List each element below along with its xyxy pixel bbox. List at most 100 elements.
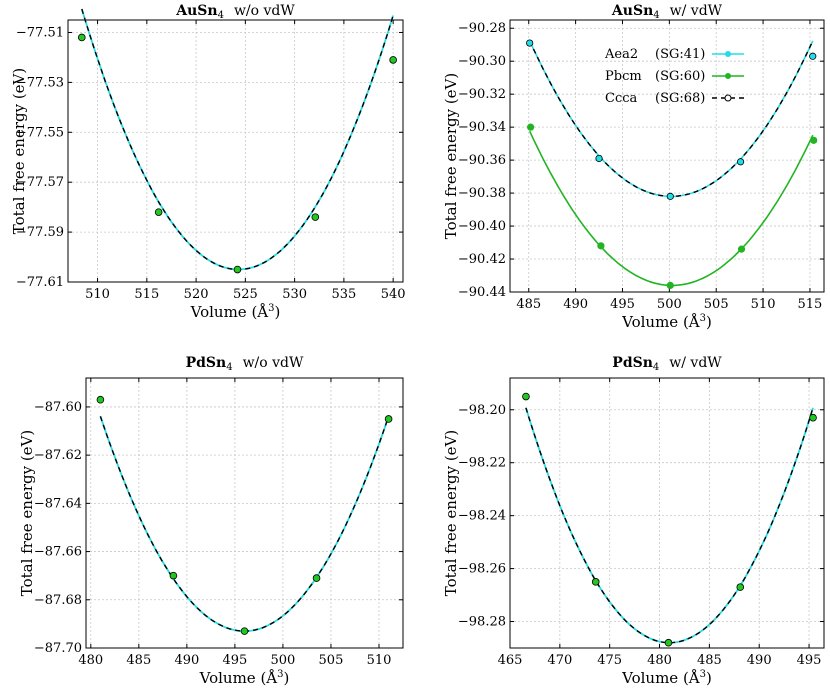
legend-swatch-marker bbox=[724, 94, 732, 102]
series-line-dashed bbox=[99, 416, 390, 632]
data-point bbox=[595, 154, 603, 163]
y-tick-label: −87.68 bbox=[34, 593, 82, 608]
legend-label: Aea2 bbox=[604, 47, 638, 62]
data-point bbox=[233, 265, 242, 274]
y-tick-label: −98.24 bbox=[458, 509, 506, 524]
x-tick-label: 480 bbox=[647, 653, 672, 668]
x-axis-label: Volume (Å3) bbox=[199, 669, 290, 687]
y-tick-label: −77.57 bbox=[16, 175, 64, 190]
data-point bbox=[96, 395, 105, 404]
data-point bbox=[384, 415, 393, 423]
x-tick-label: 490 bbox=[563, 297, 588, 312]
x-tick-label: 490 bbox=[174, 653, 199, 668]
legend-label: Ccca bbox=[605, 91, 638, 106]
y-tick-label: −90.30 bbox=[458, 54, 506, 69]
x-tick-label: 470 bbox=[547, 653, 572, 668]
legend-label: Pbcm bbox=[605, 69, 642, 84]
series-line-dashed bbox=[525, 407, 814, 644]
data-point bbox=[154, 208, 163, 216]
y-tick-label: −90.34 bbox=[458, 120, 506, 135]
y-tick-label: −90.38 bbox=[458, 186, 506, 201]
x-tick-label: 495 bbox=[610, 297, 635, 312]
y-tick-label: −77.51 bbox=[16, 25, 64, 40]
series-line-cyan bbox=[80, 8, 394, 271]
data-point bbox=[522, 392, 530, 401]
y-tick-label: −98.26 bbox=[458, 562, 506, 577]
y-tick-label: −77.55 bbox=[16, 125, 64, 140]
x-tick-label: 495 bbox=[797, 653, 822, 668]
data-point bbox=[666, 281, 674, 290]
x-tick-label: 525 bbox=[233, 287, 258, 302]
chart-title: PdSn4 w/o vdW bbox=[186, 355, 304, 373]
y-tick-label: −77.59 bbox=[16, 225, 64, 240]
y-axis-label: Total free energy (eV) bbox=[10, 68, 28, 235]
data-point bbox=[809, 413, 817, 422]
series-line-cyan bbox=[99, 416, 390, 633]
x-axis-label: Volume (Å3) bbox=[621, 313, 712, 331]
y-tick-label: −98.28 bbox=[458, 615, 506, 630]
y-tick-label: −90.36 bbox=[458, 153, 506, 168]
legend-sg: (SG:41) bbox=[655, 47, 705, 62]
plot-frame bbox=[67, 19, 404, 283]
data-point bbox=[737, 245, 746, 253]
x-tick-label: 480 bbox=[78, 653, 103, 668]
plot-frame bbox=[509, 19, 825, 293]
x-tick-label: 465 bbox=[498, 653, 523, 668]
x-tick-label: 505 bbox=[704, 297, 729, 312]
data-point bbox=[597, 242, 605, 250]
data-point bbox=[810, 136, 818, 144]
x-tick-label: 535 bbox=[331, 287, 356, 302]
legend-sg: (SG:60) bbox=[655, 69, 705, 84]
chart-title: PdSn4 w/ vdW bbox=[612, 355, 722, 373]
legend-swatch-marker bbox=[725, 73, 731, 79]
x-tick-label: 530 bbox=[282, 287, 307, 302]
x-tick-label: 500 bbox=[271, 653, 296, 668]
x-tick-label: 485 bbox=[516, 297, 541, 312]
y-tick-label: −77.53 bbox=[16, 75, 64, 90]
x-axis-label: Volume (Å3) bbox=[621, 669, 712, 687]
x-tick-label: 510 bbox=[367, 653, 392, 668]
x-tick-label: 515 bbox=[798, 297, 823, 312]
y-tick-label: −87.70 bbox=[34, 641, 82, 656]
series-line-aea2 bbox=[528, 40, 814, 198]
data-point bbox=[169, 571, 178, 580]
x-tick-label: 485 bbox=[697, 653, 722, 668]
x-tick-label: 520 bbox=[184, 287, 209, 302]
series-line-cyan bbox=[525, 407, 814, 644]
data-point bbox=[312, 574, 321, 582]
data-point bbox=[666, 192, 674, 200]
chart-aun-novdw: 510 515 520 525 530 535 540 −77.51 −77.53 −77.55 −… bbox=[10, 3, 406, 321]
data-point bbox=[527, 123, 535, 131]
y-tick-label: −98.20 bbox=[458, 403, 506, 418]
x-tick-label: 475 bbox=[597, 653, 622, 668]
data-point bbox=[389, 56, 397, 64]
x-tick-label: 510 bbox=[751, 297, 776, 312]
y-tick-label: −90.28 bbox=[458, 21, 506, 36]
plot-frame bbox=[85, 377, 404, 649]
series-line-pbcm bbox=[528, 130, 814, 287]
chart-title: AuSn4 w/ vdW bbox=[611, 3, 723, 21]
y-tick-label: −98.22 bbox=[458, 456, 506, 471]
y-tick-label: −90.42 bbox=[458, 252, 506, 267]
y-tick-label: −87.60 bbox=[34, 400, 82, 415]
data-point bbox=[526, 39, 534, 47]
y-tick-label: −90.44 bbox=[458, 285, 506, 300]
legend-sg: (SG:68) bbox=[655, 91, 705, 106]
x-tick-label: 495 bbox=[222, 653, 247, 668]
x-tick-label: 505 bbox=[319, 653, 344, 668]
y-tick-label: −87.66 bbox=[34, 545, 82, 560]
legend-swatch-marker bbox=[725, 51, 731, 57]
data-point bbox=[809, 52, 817, 60]
y-tick-label: −77.61 bbox=[16, 275, 64, 290]
data-point bbox=[311, 213, 320, 221]
x-tick-label: 540 bbox=[381, 287, 406, 302]
data-point bbox=[664, 638, 673, 647]
x-tick-label: 490 bbox=[747, 653, 772, 668]
data-point bbox=[240, 627, 249, 635]
data-point bbox=[736, 158, 745, 166]
y-tick-label: −90.32 bbox=[458, 87, 506, 102]
y-axis-label: Total free energy (eV) bbox=[442, 430, 460, 597]
chart-title: AuSn4 w/o vdW bbox=[175, 3, 295, 21]
chart-pdsn-novdw: 480 485 490 495 500 505 510 −87.60 −87.62 −87.64 −… bbox=[18, 355, 404, 687]
y-tick-label: −87.64 bbox=[34, 496, 82, 511]
